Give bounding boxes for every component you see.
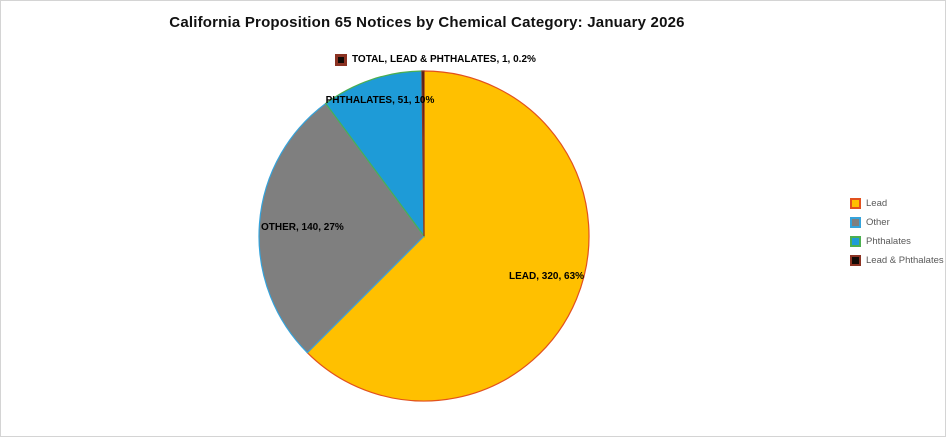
pie-slice-other[interactable] — [258, 102, 425, 354]
pie-slice-lead-phthalates[interactable] — [421, 70, 425, 237]
pie-slice-lead[interactable] — [306, 70, 590, 402]
data-label-other: OTHER, 140, 27% — [261, 222, 344, 233]
data-label-phthalates: PHTHALATES, 51, 10% — [325, 95, 435, 106]
pie-slice-phthalates[interactable] — [324, 70, 425, 238]
legend-item-label: Other — [866, 217, 890, 228]
legend-key-swatch — [850, 198, 861, 209]
legend-item-label: Lead — [866, 198, 888, 209]
legend-item-label: Phthalates — [866, 236, 911, 247]
legend-key-swatch — [850, 255, 861, 266]
legend-key-swatch — [850, 217, 861, 228]
chart-legend: Lead Other Phthalates Lead & Phthalates — [850, 194, 944, 270]
legend-item-other[interactable]: Other — [850, 213, 944, 232]
legend-item-lead[interactable]: Lead — [850, 194, 944, 213]
pie-chart — [258, 70, 590, 402]
chart-title: California Proposition 65 Notices by Che… — [169, 14, 685, 31]
lead-phthalates-key-swatch — [335, 53, 347, 66]
legend-item-lead-phthalates[interactable]: Lead & Phthalates — [850, 251, 944, 270]
legend-item-label: Lead & Phthalates — [866, 255, 944, 266]
legend-item-phthalates[interactable]: Phthalates — [850, 232, 944, 251]
pie-plot-area — [257, 69, 591, 403]
data-label-lead: LEAD, 320, 63% — [509, 271, 585, 282]
legend-key-swatch — [850, 236, 861, 247]
data-label-lead-phthalates: TOTAL, LEAD & PHTHALATES, 1, 0.2% — [335, 53, 536, 66]
data-label-text: TOTAL, LEAD & PHTHALATES, 1, 0.2% — [352, 54, 536, 65]
